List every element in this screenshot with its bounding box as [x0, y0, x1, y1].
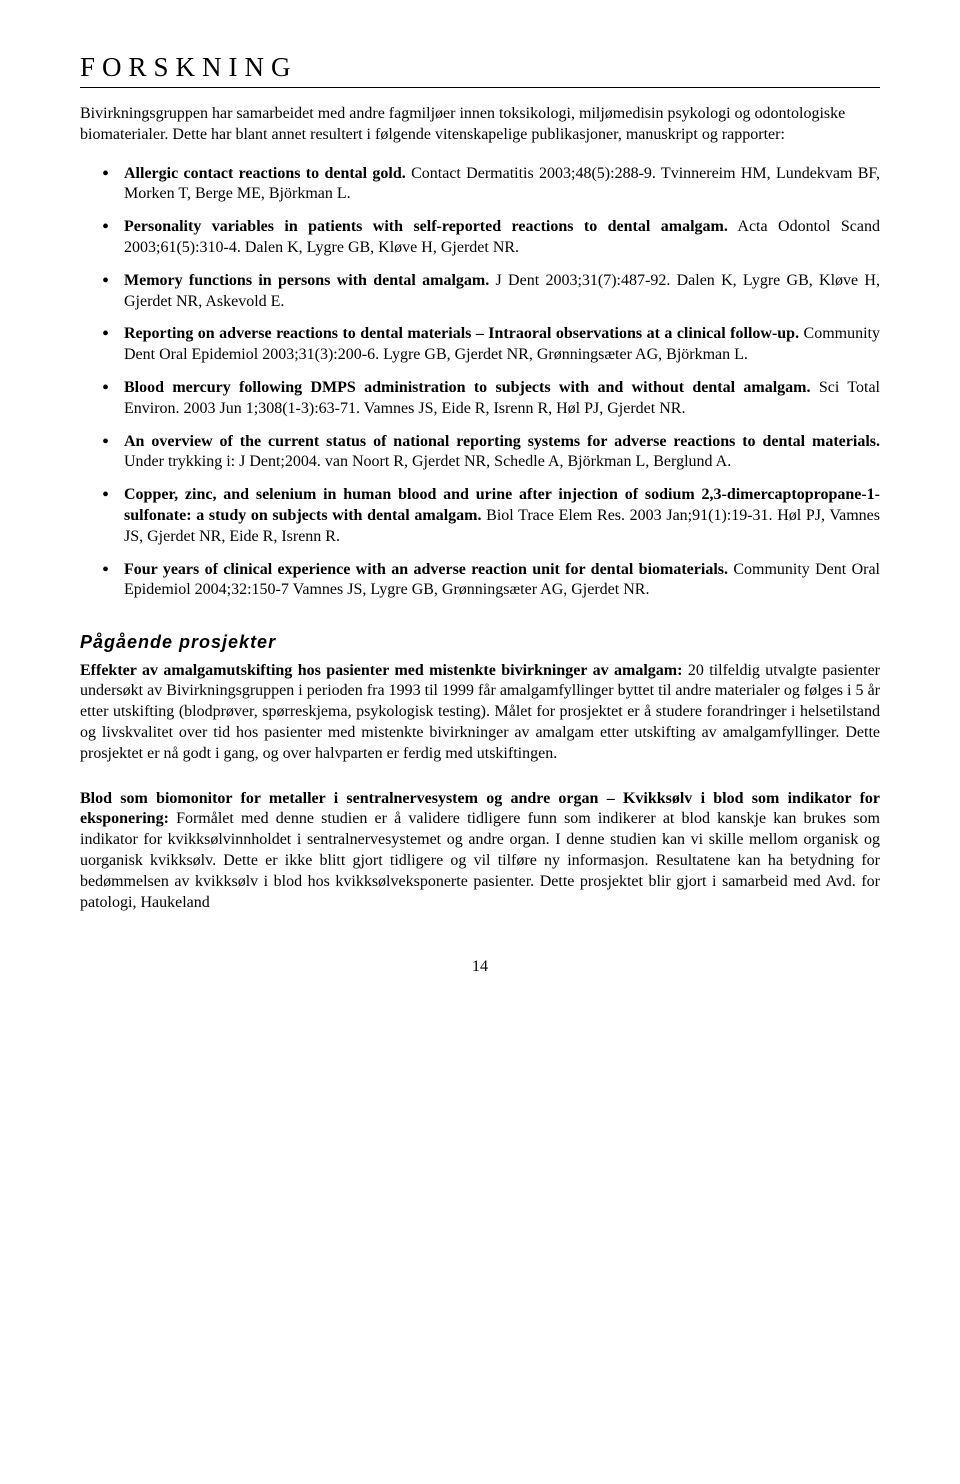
section-header: FORSKNING — [80, 50, 880, 88]
subheading-ongoing-projects: Pågående prosjekter — [80, 631, 880, 654]
list-item: Allergic contact reactions to dental gol… — [104, 164, 880, 206]
list-item: Reporting on adverse reactions to dental… — [104, 324, 880, 366]
project-paragraph: Blod som biomonitor for metaller i sentr… — [80, 789, 880, 914]
page-number: 14 — [80, 957, 880, 978]
pub-title: Reporting on adverse reactions to dental… — [124, 325, 799, 342]
pub-title: An overview of the current status of nat… — [124, 433, 880, 450]
publications-list: Allergic contact reactions to dental gol… — [80, 164, 880, 602]
project-paragraph: Effekter av amalgamutskifting hos pasien… — [80, 661, 880, 765]
intro-paragraph: Bivirkningsgruppen har samarbeidet med a… — [80, 104, 880, 146]
list-item: An overview of the current status of nat… — [104, 432, 880, 474]
project-title: Effekter av amalgamutskifting hos pasien… — [80, 662, 682, 679]
list-item: Four years of clinical experience with a… — [104, 560, 880, 602]
pub-title: Memory functions in persons with dental … — [124, 272, 489, 289]
pub-details: Under trykking i: J Dent;2004. van Noort… — [124, 453, 731, 470]
pub-title: Personality variables in patients with s… — [124, 218, 728, 235]
list-item: Personality variables in patients with s… — [104, 217, 880, 259]
project-body: Formålet med denne studien er å validere… — [80, 810, 880, 910]
document-page: FORSKNING Bivirkningsgruppen har samarbe… — [0, 0, 960, 1018]
pub-title: Allergic contact reactions to dental gol… — [124, 165, 406, 182]
list-item: Memory functions in persons with dental … — [104, 271, 880, 313]
list-item: Copper, zinc, and selenium in human bloo… — [104, 485, 880, 547]
pub-title: Four years of clinical experience with a… — [124, 561, 728, 578]
list-item: Blood mercury following DMPS administrat… — [104, 378, 880, 420]
pub-title: Blood mercury following DMPS administrat… — [124, 379, 811, 396]
